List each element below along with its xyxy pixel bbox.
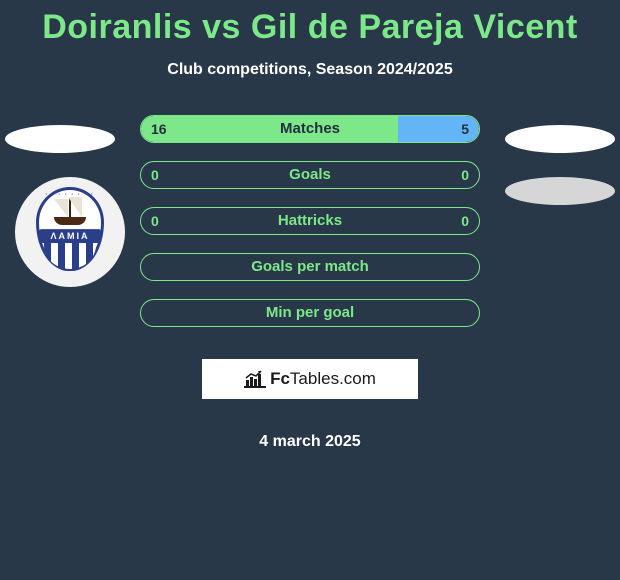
stat-row: Hattricks0 0	[140, 207, 480, 235]
brand-suffix: .com	[339, 369, 376, 388]
stat-value-right: 5	[461, 116, 469, 142]
crest-band-text: ΛΑΜΙΑ	[39, 229, 102, 243]
club-right-placeholder	[505, 177, 615, 205]
stat-row: Goals0 0	[140, 161, 480, 189]
stat-row: Goals per match	[140, 253, 480, 281]
comparison-panel: • • • • • • • • ΛΑΜΙΑ Matches165Goals00H…	[0, 97, 620, 417]
stat-label: Min per goal	[141, 300, 479, 326]
stat-value-right: 0	[461, 162, 469, 188]
club-left-crest: • • • • • • • • ΛΑΜΙΑ	[15, 177, 125, 287]
stat-value-right: 0	[461, 208, 469, 234]
chart-icon	[244, 370, 266, 388]
stat-row: Min per goal	[140, 299, 480, 327]
player-left-placeholder	[5, 125, 115, 153]
stat-value-left: 16	[151, 116, 167, 142]
brand-text: FcTables.com	[270, 369, 376, 389]
date-label: 4 march 2025	[0, 433, 620, 451]
brand-bold: Fc	[270, 369, 290, 388]
brand-box[interactable]: FcTables.com	[202, 359, 418, 399]
stat-label: Goals per match	[141, 254, 479, 280]
stat-value-left: 0	[151, 208, 159, 234]
stat-rows: Matches165Goals00Hattricks00Goals per ma…	[140, 115, 480, 345]
stat-row: Matches16 5	[140, 115, 480, 143]
stat-value-left: 0	[151, 162, 159, 188]
stat-label: Goals	[141, 162, 479, 188]
brand-normal: Tables	[290, 369, 339, 388]
page-title: Doiranlis vs Gil de Pareja Vicent	[0, 0, 620, 47]
stat-label: Matches	[141, 116, 479, 142]
player-right-placeholder	[505, 125, 615, 153]
stat-label: Hattricks	[141, 208, 479, 234]
subtitle: Club competitions, Season 2024/2025	[0, 61, 620, 79]
